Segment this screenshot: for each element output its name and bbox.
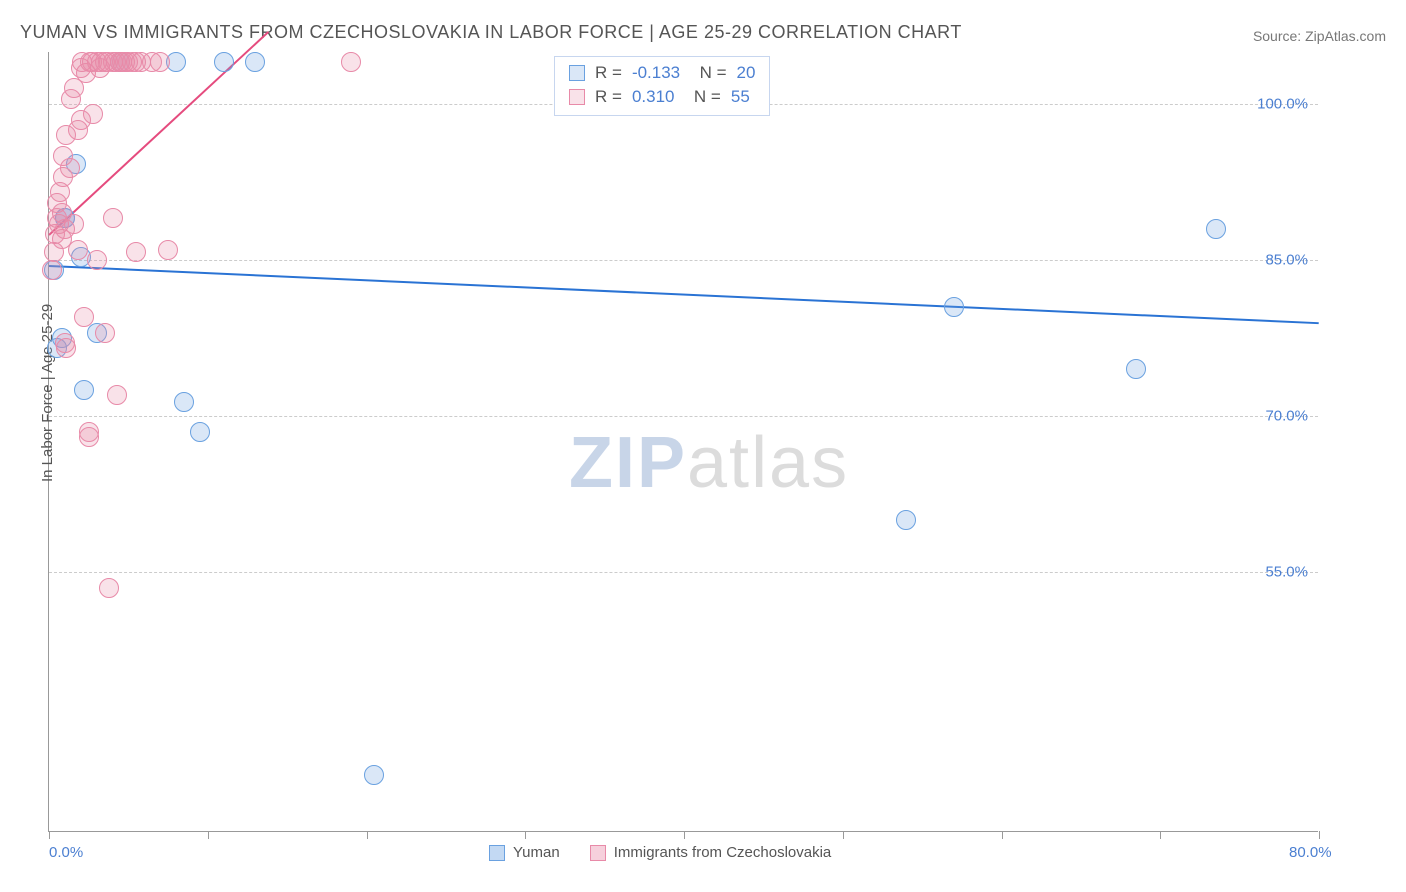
scatter-point <box>944 297 964 317</box>
scatter-point <box>1126 359 1146 379</box>
scatter-point <box>83 104 103 124</box>
scatter-point <box>42 260 62 280</box>
scatter-point <box>64 214 84 234</box>
x-tick <box>1002 831 1003 839</box>
scatter-point <box>60 158 80 178</box>
stats-r-label: R = <box>595 63 622 83</box>
legend-item: Immigrants from Czechoslovakia <box>590 844 832 861</box>
stats-r-value: -0.133 <box>632 63 680 83</box>
legend-swatch <box>569 89 585 105</box>
scatter-point <box>99 578 119 598</box>
watermark-atlas: atlas <box>687 423 849 503</box>
x-tick <box>684 831 685 839</box>
scatter-point <box>95 323 115 343</box>
scatter-point <box>190 422 210 442</box>
scatter-point <box>214 52 234 72</box>
x-tick <box>49 831 50 839</box>
y-tick-label: 85.0% <box>1265 252 1308 269</box>
stats-n-label: N = <box>684 87 720 107</box>
legend-swatch <box>489 845 505 861</box>
scatter-point <box>896 510 916 530</box>
source-label: Source: ZipAtlas.com <box>1253 28 1386 44</box>
scatter-point <box>56 338 76 358</box>
chart-title: YUMAN VS IMMIGRANTS FROM CZECHOSLOVAKIA … <box>20 22 962 43</box>
trend-line <box>49 265 1319 324</box>
scatter-point <box>1206 219 1226 239</box>
scatter-point <box>107 385 127 405</box>
scatter-point <box>68 240 88 260</box>
y-tick-label: 70.0% <box>1265 408 1308 425</box>
x-range-label: 0.0% <box>49 844 83 861</box>
scatter-point <box>126 242 146 262</box>
scatter-point <box>74 380 94 400</box>
scatter-point <box>150 52 170 72</box>
scatter-point <box>103 208 123 228</box>
y-tick-label: 100.0% <box>1257 96 1308 113</box>
watermark: ZIPatlas <box>569 422 849 504</box>
gridline <box>49 260 1318 261</box>
watermark-zip: ZIP <box>569 423 687 503</box>
stats-n-value: 55 <box>731 87 750 107</box>
stats-n-label: N = <box>690 63 726 83</box>
x-tick <box>1319 831 1320 839</box>
legend-swatch <box>569 65 585 81</box>
stats-r-label: R = <box>595 87 622 107</box>
y-tick-label: 55.0% <box>1265 564 1308 581</box>
scatter-point <box>174 392 194 412</box>
gridline <box>49 416 1318 417</box>
x-tick <box>1160 831 1161 839</box>
x-tick <box>525 831 526 839</box>
scatter-point <box>79 427 99 447</box>
scatter-point <box>364 765 384 785</box>
x-tick <box>367 831 368 839</box>
bottom-legend: Yuman Immigrants from Czechoslovakia <box>489 844 831 861</box>
legend-item: Yuman <box>489 844 560 861</box>
legend-swatch <box>590 845 606 861</box>
scatter-point <box>74 307 94 327</box>
stats-row: R = -0.133 N = 20 <box>569 61 755 85</box>
stats-box: R = -0.133 N = 20R = 0.310 N = 55 <box>554 56 770 116</box>
x-tick <box>208 831 209 839</box>
stats-row: R = 0.310 N = 55 <box>569 85 755 109</box>
stats-r-value: 0.310 <box>632 87 675 107</box>
x-tick <box>843 831 844 839</box>
scatter-point <box>158 240 178 260</box>
legend-label: Yuman <box>513 844 560 861</box>
scatter-point <box>245 52 265 72</box>
legend-label: Immigrants from Czechoslovakia <box>614 844 832 861</box>
scatter-point <box>87 250 107 270</box>
x-range-label: 80.0% <box>1289 844 1332 861</box>
stats-n-value: 20 <box>737 63 756 83</box>
plot-area: In Labor Force | Age 25-29 ZIPatlas 55.0… <box>48 52 1318 832</box>
gridline <box>49 572 1318 573</box>
scatter-point <box>341 52 361 72</box>
